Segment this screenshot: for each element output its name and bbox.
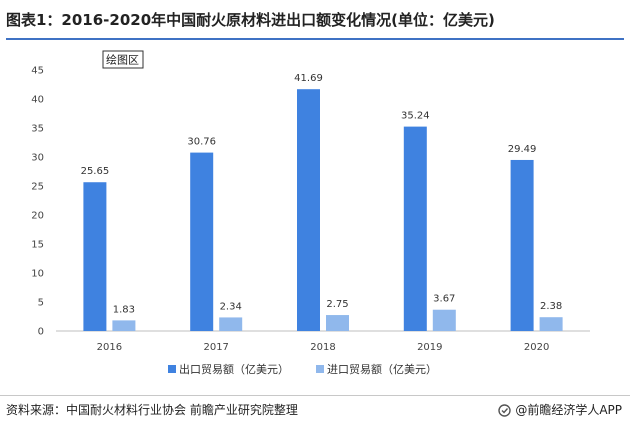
y-tick-label: 10: [31, 269, 44, 280]
bar-import-2017: [219, 317, 243, 331]
plot-area-tag: 绘图区: [102, 50, 144, 69]
data-label: 30.76: [187, 137, 216, 148]
data-label: 29.49: [508, 144, 537, 155]
data-label: 1.83: [113, 304, 135, 315]
data-label: 2.34: [220, 301, 242, 312]
plot-area-tag-text: 绘图区: [106, 53, 139, 67]
bar-export-2020: [510, 159, 534, 331]
bar-import-2018: [326, 315, 349, 331]
bar-export-2016: [83, 182, 107, 331]
y-tick-label: 25: [31, 182, 44, 193]
legend-swatch-import: [316, 365, 324, 373]
legend: 出口贸易额（亿美元） 进口贸易额（亿美元）: [168, 362, 437, 376]
x-axis: 2016 2017 2018 2019 2020: [56, 330, 590, 353]
y-tick-label: 40: [31, 95, 44, 106]
y-axis: 0 5 10 15 20 25 30 35 40 45: [31, 66, 44, 338]
bar-export-2018: [297, 89, 320, 331]
brand-text: @前瞻经济学人APP: [515, 403, 622, 417]
y-tick-label: 45: [31, 66, 44, 77]
data-label: 35.24: [401, 111, 430, 122]
bar-export-2019: [403, 126, 427, 331]
brand-logo-icon: [498, 403, 512, 417]
x-tick-label: 2018: [310, 342, 335, 353]
y-tick-label: 20: [31, 211, 44, 222]
bars: [83, 89, 563, 331]
y-tick-label: 35: [31, 124, 44, 135]
legend-swatch-export: [168, 365, 176, 373]
title-divider: [6, 38, 624, 40]
plot-area-tag-box: [102, 50, 144, 69]
source-note: 资料来源：中国耐火材料行业协会 前瞻产业研究院整理: [6, 403, 298, 417]
data-label: 3.67: [433, 294, 455, 305]
y-tick-label: 15: [31, 240, 44, 251]
y-tick-label: 0: [38, 327, 44, 338]
bar-import-2019: [432, 309, 456, 331]
x-tick-label: 2017: [203, 342, 228, 353]
x-tick-label: 2016: [97, 342, 122, 353]
footer-divider: [0, 395, 630, 396]
bar-import-2020: [539, 317, 563, 331]
legend-label-export: 出口贸易额（亿美元）: [179, 362, 289, 376]
y-tick-label: 30: [31, 153, 44, 164]
data-labels: 25.65 30.76 41.69 35.24 29.49 1.83 2.34 2.75 3.6…: [81, 73, 563, 315]
data-label: 2.38: [540, 301, 562, 312]
data-label: 2.75: [326, 299, 348, 310]
brand: @前瞻经济学人APP: [498, 399, 622, 421]
x-tick-label: 2020: [524, 342, 549, 353]
legend-label-import: 进口贸易额（亿美元）: [327, 363, 437, 376]
chart-title: 图表1：2016-2020年中国耐火原材料进出口额变化情况(单位：亿美元): [6, 11, 495, 29]
bar-export-2017: [190, 152, 214, 331]
data-label: 25.65: [81, 166, 110, 177]
y-tick-label: 5: [38, 298, 44, 309]
bar-import-2016: [112, 320, 136, 331]
data-label: 41.69: [294, 73, 323, 84]
x-tick-label: 2019: [417, 342, 442, 353]
